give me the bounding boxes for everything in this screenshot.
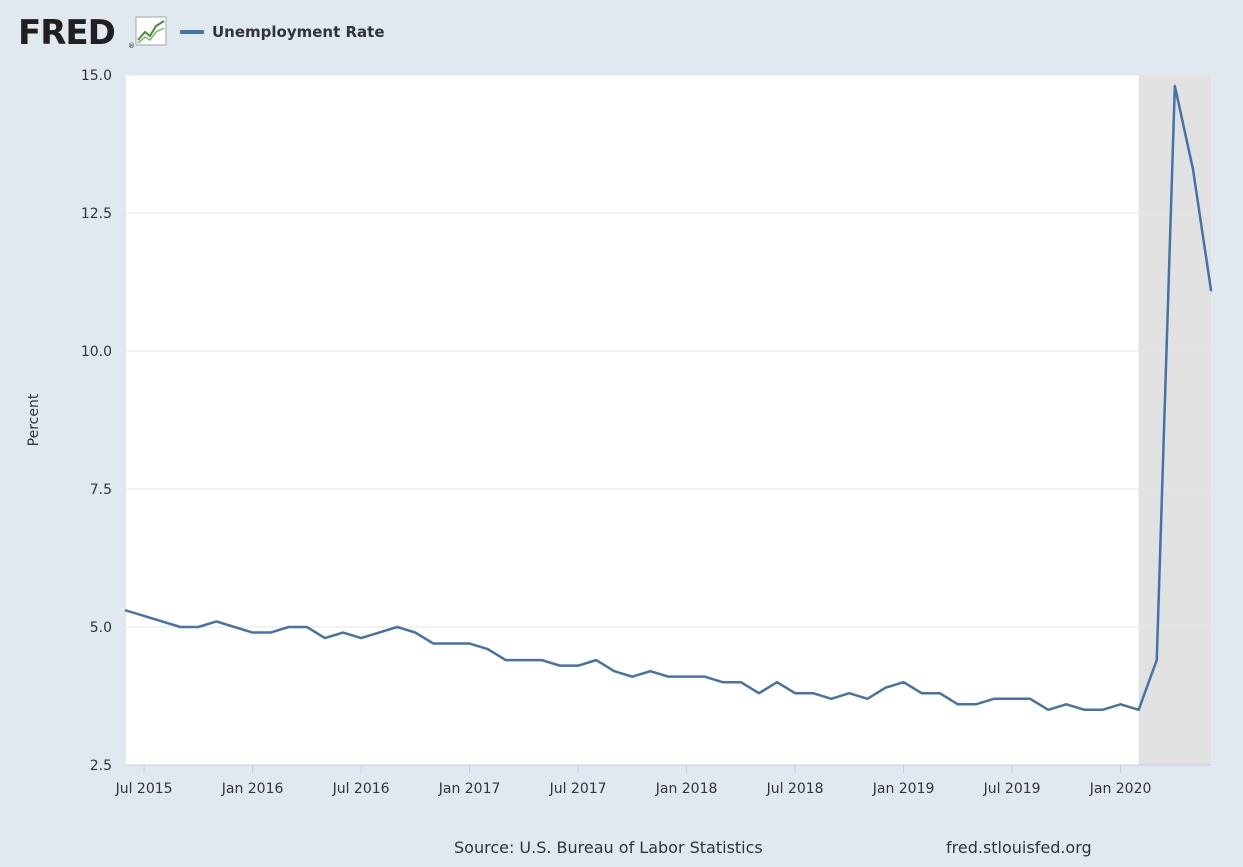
legend: Unemployment Rate: [180, 20, 385, 44]
x-tick-label: Jan 2019: [872, 781, 935, 797]
series-line-unemployment-rate: [124, 84, 1213, 712]
y-tick-label: 15.0: [81, 68, 112, 84]
recession-shading: [1138, 75, 1211, 765]
x-tick-label: Jan 2018: [655, 781, 718, 797]
x-tick-label: Jan 2016: [221, 781, 284, 797]
plot-area: [126, 75, 1211, 765]
legend-label: Unemployment Rate: [212, 23, 385, 41]
x-tick-label: Jul 2018: [766, 781, 824, 797]
header: FRED ® Unemployment Rate: [18, 12, 618, 52]
y-tick-label: 10.0: [81, 344, 112, 360]
y-axis-title: Percent: [26, 393, 42, 446]
x-tick-label: Jan 2020: [1089, 781, 1152, 797]
x-tick-label: Jan 2017: [438, 781, 501, 797]
x-tick-label: Jul 2017: [549, 781, 607, 797]
y-tick-label: 12.5: [81, 206, 112, 222]
x-tick-label: Jul 2015: [115, 781, 173, 797]
fred-registered-mark: ®: [128, 42, 135, 50]
x-tick-label: Jul 2019: [983, 781, 1041, 797]
fred-logo[interactable]: FRED: [18, 13, 116, 53]
x-tick-label: Jul 2016: [332, 781, 390, 797]
footer-url[interactable]: fred.stlouisfed.org: [946, 838, 1092, 857]
legend-swatch: [180, 30, 204, 34]
y-tick-label: 2.5: [90, 758, 112, 774]
graph-icon: [135, 16, 167, 46]
y-tick-label: 5.0: [90, 620, 112, 636]
footer-source: Source: U.S. Bureau of Labor Statistics: [454, 838, 763, 857]
y-tick-label: 7.5: [90, 482, 112, 498]
